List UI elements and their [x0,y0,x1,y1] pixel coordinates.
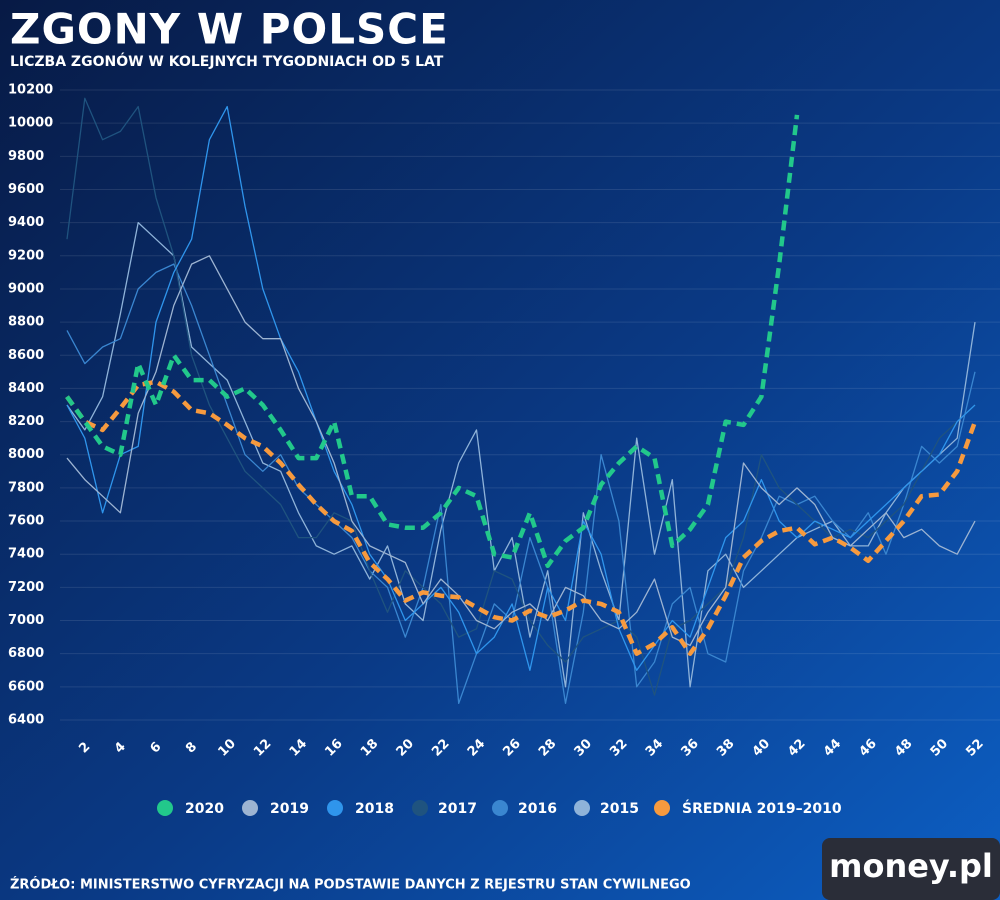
y-tick-label: 9000 [8,281,44,296]
y-tick-label: 10000 [8,116,53,131]
legend-label: 2016 [518,801,557,817]
chart-title: ZGONY W POLSCE [10,5,449,54]
legend-label: 2020 [185,801,224,817]
series-line [66,105,976,671]
y-tick-label: 9600 [8,182,44,197]
legend-marker [242,800,258,816]
y-tick-label: 8400 [8,381,44,396]
source-note: ŹRÓDŁO: MINISTERSTWO CYFRYZACJI NA PODST… [10,877,691,893]
y-tick-label: 6400 [8,713,44,728]
legend-marker [412,800,428,816]
y-tick-label: 7800 [8,480,44,495]
y-tick-label: 7000 [8,613,44,628]
y-tick-label: 6600 [8,679,44,694]
y-tick-label: 8600 [8,348,44,363]
y-tick-label: 7600 [8,514,44,529]
y-tick-label: 9200 [8,248,44,263]
legend-label: ŚREDNIA 2019–2010 [682,799,842,817]
brand-logo: money.pl [829,847,993,885]
series-line [65,379,978,656]
legend-marker [157,800,173,816]
legend-marker [327,800,343,816]
y-tick-label: 9400 [8,215,44,230]
series-line [66,263,976,705]
y-tick-label: 9800 [8,149,44,164]
chart-subtitle: LICZBA ZGONÓW W KOLEJNYCH TYGODNIACH OD … [10,52,444,70]
brand-box [822,838,1000,900]
legend-marker [574,800,590,816]
legend-label: 2015 [600,801,639,817]
y-tick-label: 8200 [8,414,44,429]
y-tick-label: 7200 [8,580,44,595]
y-tick-label: 7400 [8,547,44,562]
y-tick-label: 8000 [8,447,44,462]
legend-label: 2017 [438,801,477,817]
series-line [65,114,800,569]
y-tick-label: 10200 [8,83,53,98]
y-tick-label: 8800 [8,315,44,330]
legend-marker [492,800,508,816]
y-tick-label: 6800 [8,646,44,661]
legend-label: 2018 [355,801,394,817]
legend-label: 2019 [270,801,309,817]
series-line [66,255,976,647]
legend-marker [654,800,670,816]
